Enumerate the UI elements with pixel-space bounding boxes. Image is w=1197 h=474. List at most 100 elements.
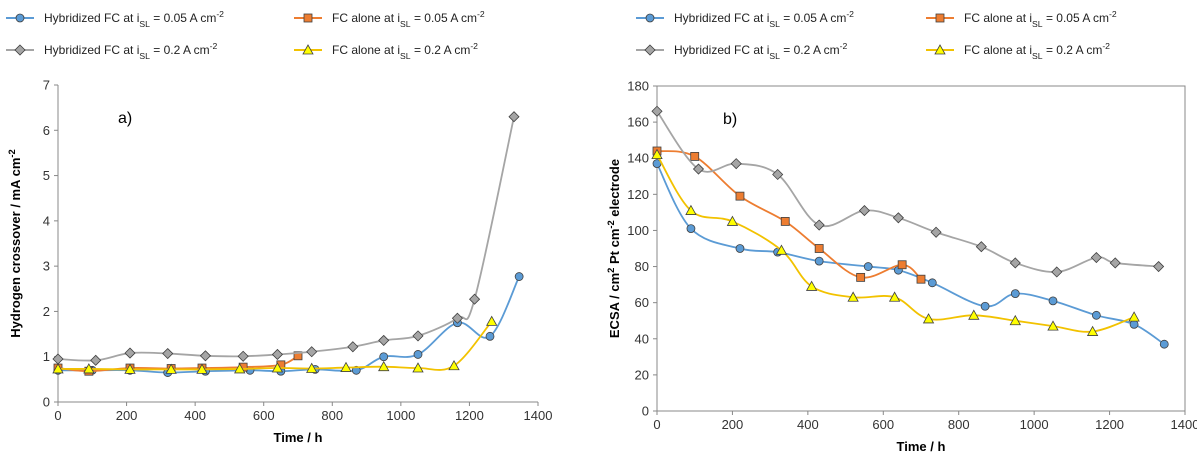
data-point-hybrid_02 xyxy=(1109,257,1121,269)
x-tick-label: 800 xyxy=(948,417,970,432)
data-point-fc_02 xyxy=(124,363,136,374)
chart-hydrogen-crossover: 0 200 400 600 800 1000 1200 1400 0 1 2 3 4 5 6 7 Time / … xyxy=(7,78,552,446)
legend-label: Hybridized FC at iSL = 0.05 A cm-2 xyxy=(44,9,224,29)
data-point-hybrid_005 xyxy=(351,365,361,375)
y-tick-label: 60 xyxy=(635,295,649,310)
data-point-fc_02 xyxy=(83,363,95,374)
x-tick-label: 200 xyxy=(722,417,744,432)
x-tick-label: 0 xyxy=(54,408,61,423)
legend-label: Hybridized FC at iSL = 0.2 A cm-2 xyxy=(674,41,848,61)
y-tick-label: 40 xyxy=(635,331,649,346)
data-point-fc_02 xyxy=(196,363,208,374)
data-point-fc_005 xyxy=(780,217,790,226)
legend-item-hybrid_005: Hybridized FC at iSL = 0.05 A cm-2 xyxy=(636,9,854,29)
data-point-hybrid_02 xyxy=(1090,251,1102,264)
x-tick-label: 800 xyxy=(321,408,343,423)
data-point-hybrid_005 xyxy=(863,262,873,271)
legend-left: Hybridized FC at iSL = 0.05 A cm-2 FC alo… xyxy=(6,9,485,61)
y-tick-label: 100 xyxy=(627,223,649,238)
legend-right: Hybridized FC at iSL = 0.05 A cm-2 FC alo… xyxy=(636,9,1117,61)
data-point-fc_02 xyxy=(1128,311,1140,322)
plot-frame xyxy=(656,85,1186,412)
data-point-hybrid_02 xyxy=(975,241,987,253)
panel-label: a) xyxy=(118,110,132,127)
series-fc_005 xyxy=(652,146,926,284)
x-axis-title: Time / h xyxy=(897,439,946,454)
data-point-fc_02 xyxy=(378,360,390,372)
data-point-fc_005 xyxy=(814,244,824,253)
data-point-fc_005 xyxy=(690,152,700,161)
legend-item-fc_005: FC alone at iSL = 0.05 A cm-2 xyxy=(294,9,485,29)
y-tick-label: 20 xyxy=(635,367,649,382)
series-line-hybrid_02 xyxy=(57,116,515,362)
data-point-hybrid_005 xyxy=(1129,319,1139,329)
y-tick-label: 160 xyxy=(627,115,649,130)
y-tick-label: 1 xyxy=(43,349,50,364)
x-axis-title: Time / h xyxy=(274,430,323,445)
y-tick-label: 0 xyxy=(43,395,50,410)
series-fc_02 xyxy=(651,148,1140,336)
data-point-hybrid_005 xyxy=(485,331,495,341)
x-tick-label: 1200 xyxy=(1095,417,1124,432)
data-point-hybrid_02 xyxy=(930,226,942,238)
legend-label: FC alone at iSL = 0.05 A cm-2 xyxy=(964,9,1117,29)
data-point-hybrid_02 xyxy=(237,350,249,362)
y-tick-label: 120 xyxy=(627,187,649,202)
data-point-hybrid_02 xyxy=(508,111,520,123)
x-tick-label: 1200 xyxy=(455,408,484,423)
series-line-hybrid_005 xyxy=(58,276,520,374)
data-point-fc_02 xyxy=(165,363,177,374)
data-point-hybrid_005 xyxy=(379,352,389,362)
data-point-fc_02 xyxy=(340,361,352,372)
data-point-hybrid_02 xyxy=(469,293,481,305)
x-tick-label: 400 xyxy=(797,417,819,432)
data-point-fc_02 xyxy=(651,148,663,160)
data-point-hybrid_02 xyxy=(162,347,174,360)
y-tick-label: 0 xyxy=(642,404,649,419)
y-tick-label: 6 xyxy=(43,123,50,138)
y-tick-label: 80 xyxy=(635,259,649,274)
data-point-hybrid_02 xyxy=(306,346,318,358)
legend-item-fc_005: FC alone at iSL = 0.05 A cm-2 xyxy=(926,9,1117,29)
legend-label: Hybridized FC at iSL = 0.2 A cm-2 xyxy=(44,41,218,61)
y-tick-label: 180 xyxy=(627,79,649,94)
x-tick-label: 0 xyxy=(653,417,660,432)
series-hybrid_005 xyxy=(53,272,524,377)
data-point-hybrid_02 xyxy=(892,212,904,224)
series-hybrid_02 xyxy=(52,111,520,366)
chart-ecsa: 0 200 400 600 800 1000 1200 1400 0 20 40 60 80 100 120… xyxy=(606,79,1197,455)
data-point-hybrid_005 xyxy=(980,301,990,311)
data-point-hybrid_005 xyxy=(413,350,423,359)
data-point-fc_02 xyxy=(52,363,64,374)
data-point-fc_02 xyxy=(1086,325,1099,336)
y-axis-title: Hydrogen crossover / mA cm-2 xyxy=(7,149,23,337)
data-point-hybrid_02 xyxy=(271,348,283,361)
legend-label: FC alone at iSL = 0.05 A cm-2 xyxy=(332,9,485,29)
data-point-hybrid_02 xyxy=(124,347,136,359)
data-point-fc_02 xyxy=(775,244,788,255)
data-point-hybrid_005 xyxy=(1010,289,1020,299)
legend-item-fc_02: FC alone at iSL = 0.2 A cm-2 xyxy=(294,41,478,61)
data-point-hybrid_02 xyxy=(692,163,705,175)
data-point-hybrid_02 xyxy=(347,341,359,353)
y-tick-label: 3 xyxy=(43,259,50,274)
data-point-fc_02 xyxy=(922,313,935,324)
data-point-hybrid_005 xyxy=(814,256,824,266)
data-point-fc_02 xyxy=(888,291,901,302)
series-fc_02 xyxy=(52,315,498,374)
legend-marker xyxy=(303,13,313,23)
data-point-hybrid_02 xyxy=(52,353,64,365)
legend-marker xyxy=(935,13,945,23)
x-tick-label: 1400 xyxy=(524,408,553,423)
legend-marker xyxy=(934,44,946,55)
y-tick-label: 4 xyxy=(43,213,50,228)
data-point-fc_02 xyxy=(968,309,980,320)
legend-marker xyxy=(14,44,26,56)
legend-label: Hybridized FC at iSL = 0.05 A cm-2 xyxy=(674,9,854,29)
x-tick-label: 1400 xyxy=(1171,417,1197,432)
data-point-fc_02 xyxy=(847,291,859,302)
data-point-hybrid_02 xyxy=(378,334,390,346)
legend-item-hybrid_005: Hybridized FC at iSL = 0.05 A cm-2 xyxy=(6,9,224,29)
data-point-hybrid_02 xyxy=(90,354,102,366)
y-tick-label: 7 xyxy=(43,78,50,93)
